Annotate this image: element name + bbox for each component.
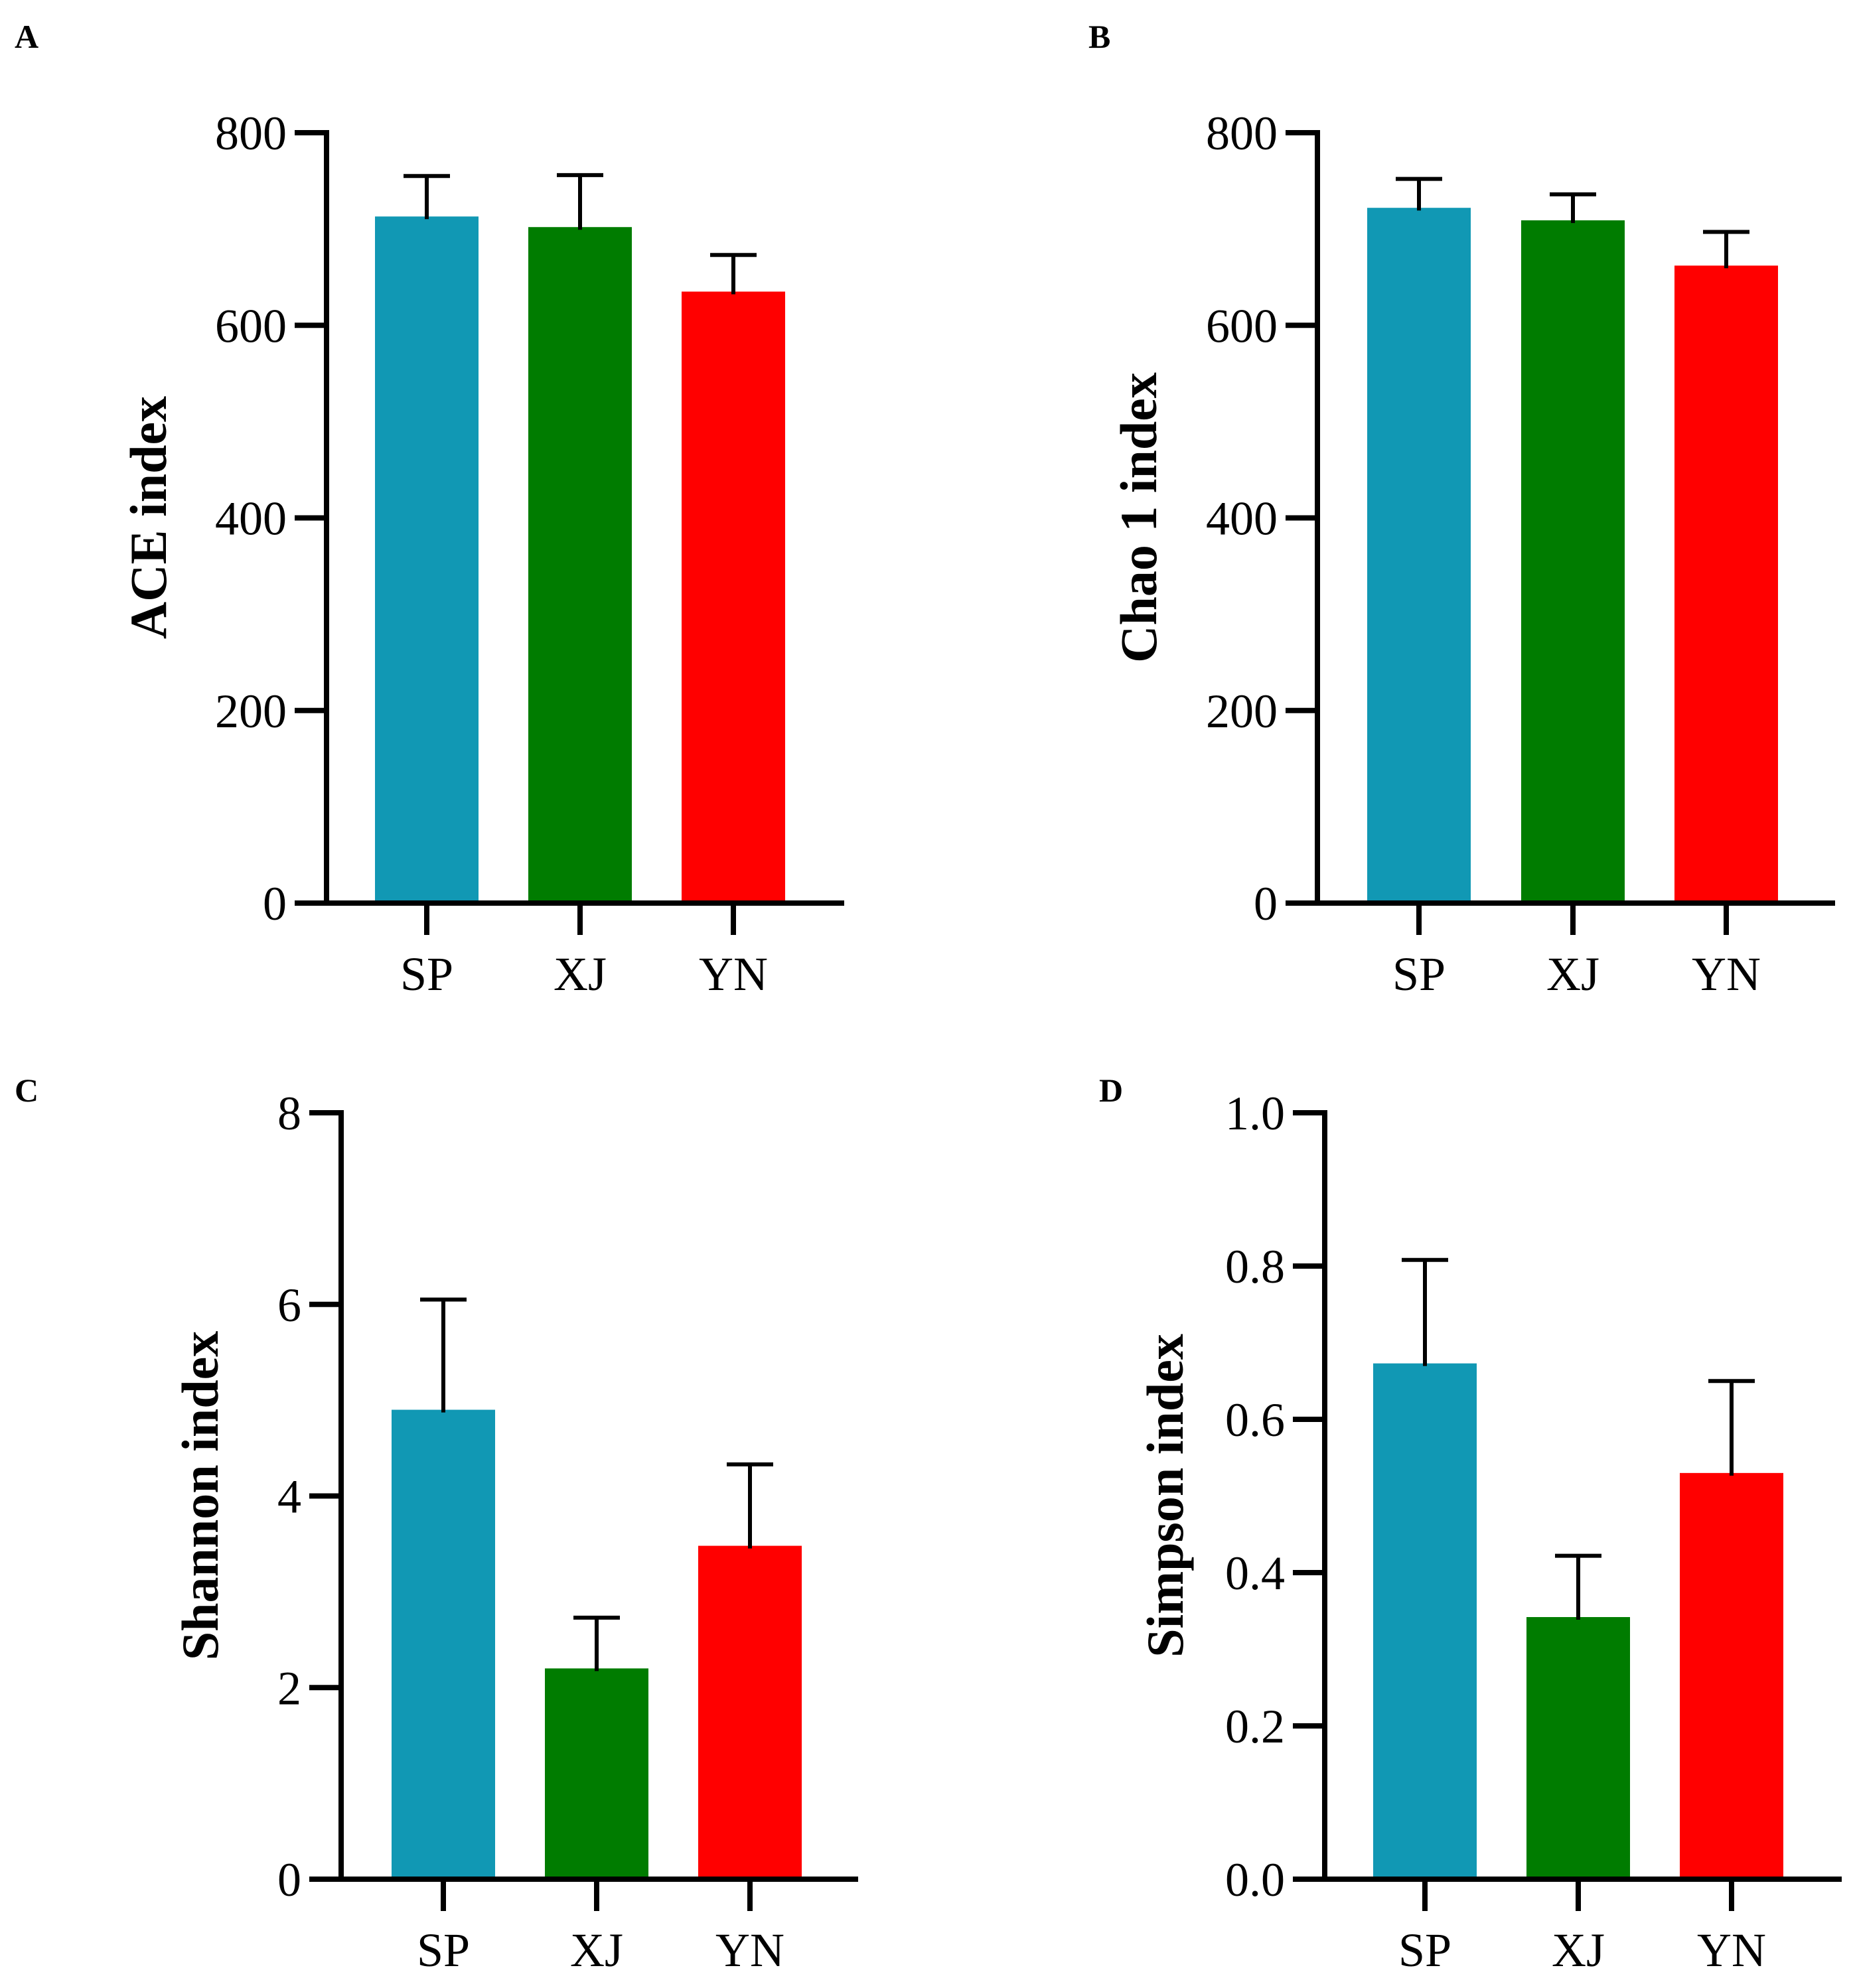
bar-xj <box>1521 220 1625 904</box>
panel-letter-d: D <box>1099 1072 1123 1109</box>
error-bar-xj <box>573 1615 620 1671</box>
error-bar-yn <box>727 1462 773 1549</box>
error-bar-sp <box>404 174 450 220</box>
y-axis-label: ACE index <box>119 396 177 639</box>
error-bar-yn <box>1703 230 1749 269</box>
y-axis-label: Simpson index <box>1136 1334 1194 1658</box>
bar-sp <box>392 1409 495 1879</box>
error-bar-yn <box>1708 1379 1755 1476</box>
x-category-label: SP <box>400 948 453 1001</box>
bar-xj <box>545 1668 648 1879</box>
y-tick-label: 0.2 <box>1225 1700 1285 1753</box>
y-tick-label: 400 <box>1206 492 1278 545</box>
y-axis-label: Chao 1 index <box>1110 372 1167 663</box>
panel-letter-c: C <box>15 1072 38 1109</box>
y-tick-label: 400 <box>215 492 287 545</box>
error-bar-sp <box>1402 1257 1448 1366</box>
bar-sp <box>1367 208 1471 903</box>
error-bar-yn <box>710 253 757 295</box>
panel-b: B 0 200 400 600 800 SP XJ YN Chao 1 index <box>1088 18 1835 1001</box>
x-category-label: SP <box>1392 948 1446 1001</box>
x-category-label: SP <box>417 1924 470 1977</box>
x-category-label: XJ <box>554 948 607 1001</box>
x-category-label: YN <box>1697 1924 1766 1977</box>
y-tick-label: 800 <box>215 107 287 160</box>
x-category-label: XJ <box>1552 1924 1605 1977</box>
y-tick-label: 0 <box>277 1853 301 1906</box>
y-tick-label: 0.4 <box>1225 1547 1285 1600</box>
y-tick-label: 0.0 <box>1225 1853 1285 1906</box>
y-tick-label: 600 <box>215 299 287 352</box>
y-tick-label: 6 <box>277 1279 301 1332</box>
bar-yn <box>1680 1472 1783 1879</box>
panel-letter-b: B <box>1088 18 1110 55</box>
bar-sp <box>375 216 479 903</box>
bar-yn <box>1674 265 1778 904</box>
panel-letter-a: A <box>15 18 38 55</box>
y-tick-label: 200 <box>1206 685 1278 738</box>
error-bar-xj <box>1550 192 1596 224</box>
y-tick-label: 0 <box>1254 877 1278 930</box>
error-bar-sp <box>1396 177 1442 211</box>
y-tick-label: 200 <box>215 685 287 738</box>
x-category-label: YN <box>1692 948 1761 1001</box>
bar-sp <box>1373 1363 1477 1879</box>
bar-yn <box>698 1545 802 1879</box>
panel-a: A 0 200 400 600 800 SP XJ YN ACE index <box>15 18 844 1001</box>
y-axis-label: Shannon index <box>171 1331 229 1660</box>
panel-c: C 0 2 4 6 8 SP XJ YN Shannon index <box>15 1072 858 1977</box>
y-tick-label: 0 <box>263 877 287 930</box>
y-tick-label: 0.6 <box>1225 1393 1285 1447</box>
error-bar-xj <box>1555 1553 1601 1620</box>
y-tick-label: 1.0 <box>1225 1087 1285 1140</box>
y-tick-label: 4 <box>277 1470 301 1524</box>
x-category-label: YN <box>699 948 768 1001</box>
y-tick-label: 0.8 <box>1225 1240 1285 1293</box>
x-category-label: YN <box>715 1924 784 1977</box>
y-tick-label: 8 <box>277 1087 301 1140</box>
error-bar-xj <box>557 173 603 230</box>
panel-d: D 0.0 0.2 0.4 0.6 0.8 1.0 SP XJ YN Simpson index <box>1099 1072 1842 1977</box>
x-category-label: XJ <box>570 1924 623 1977</box>
y-tick-label: 600 <box>1206 299 1278 352</box>
bar-xj <box>528 227 632 903</box>
error-bar-sp <box>420 1297 467 1413</box>
y-tick-label: 800 <box>1206 107 1278 160</box>
x-category-label: SP <box>1398 1924 1451 1977</box>
bar-xj <box>1526 1616 1630 1879</box>
bar-yn <box>682 291 785 903</box>
y-tick-label: 2 <box>277 1662 301 1715</box>
x-category-label: XJ <box>1546 948 1599 1001</box>
